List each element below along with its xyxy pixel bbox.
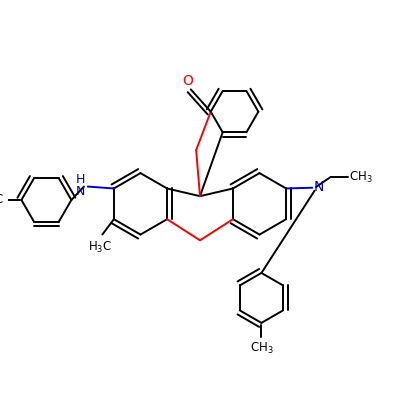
- Text: CH$_3$: CH$_3$: [250, 340, 273, 356]
- Text: CH$_3$: CH$_3$: [349, 170, 373, 184]
- Text: H$_3$C: H$_3$C: [88, 240, 112, 255]
- Text: H
N: H N: [75, 172, 85, 198]
- Text: H$_3$C: H$_3$C: [0, 192, 4, 208]
- Text: N: N: [314, 180, 324, 194]
- Text: O: O: [182, 74, 193, 88]
